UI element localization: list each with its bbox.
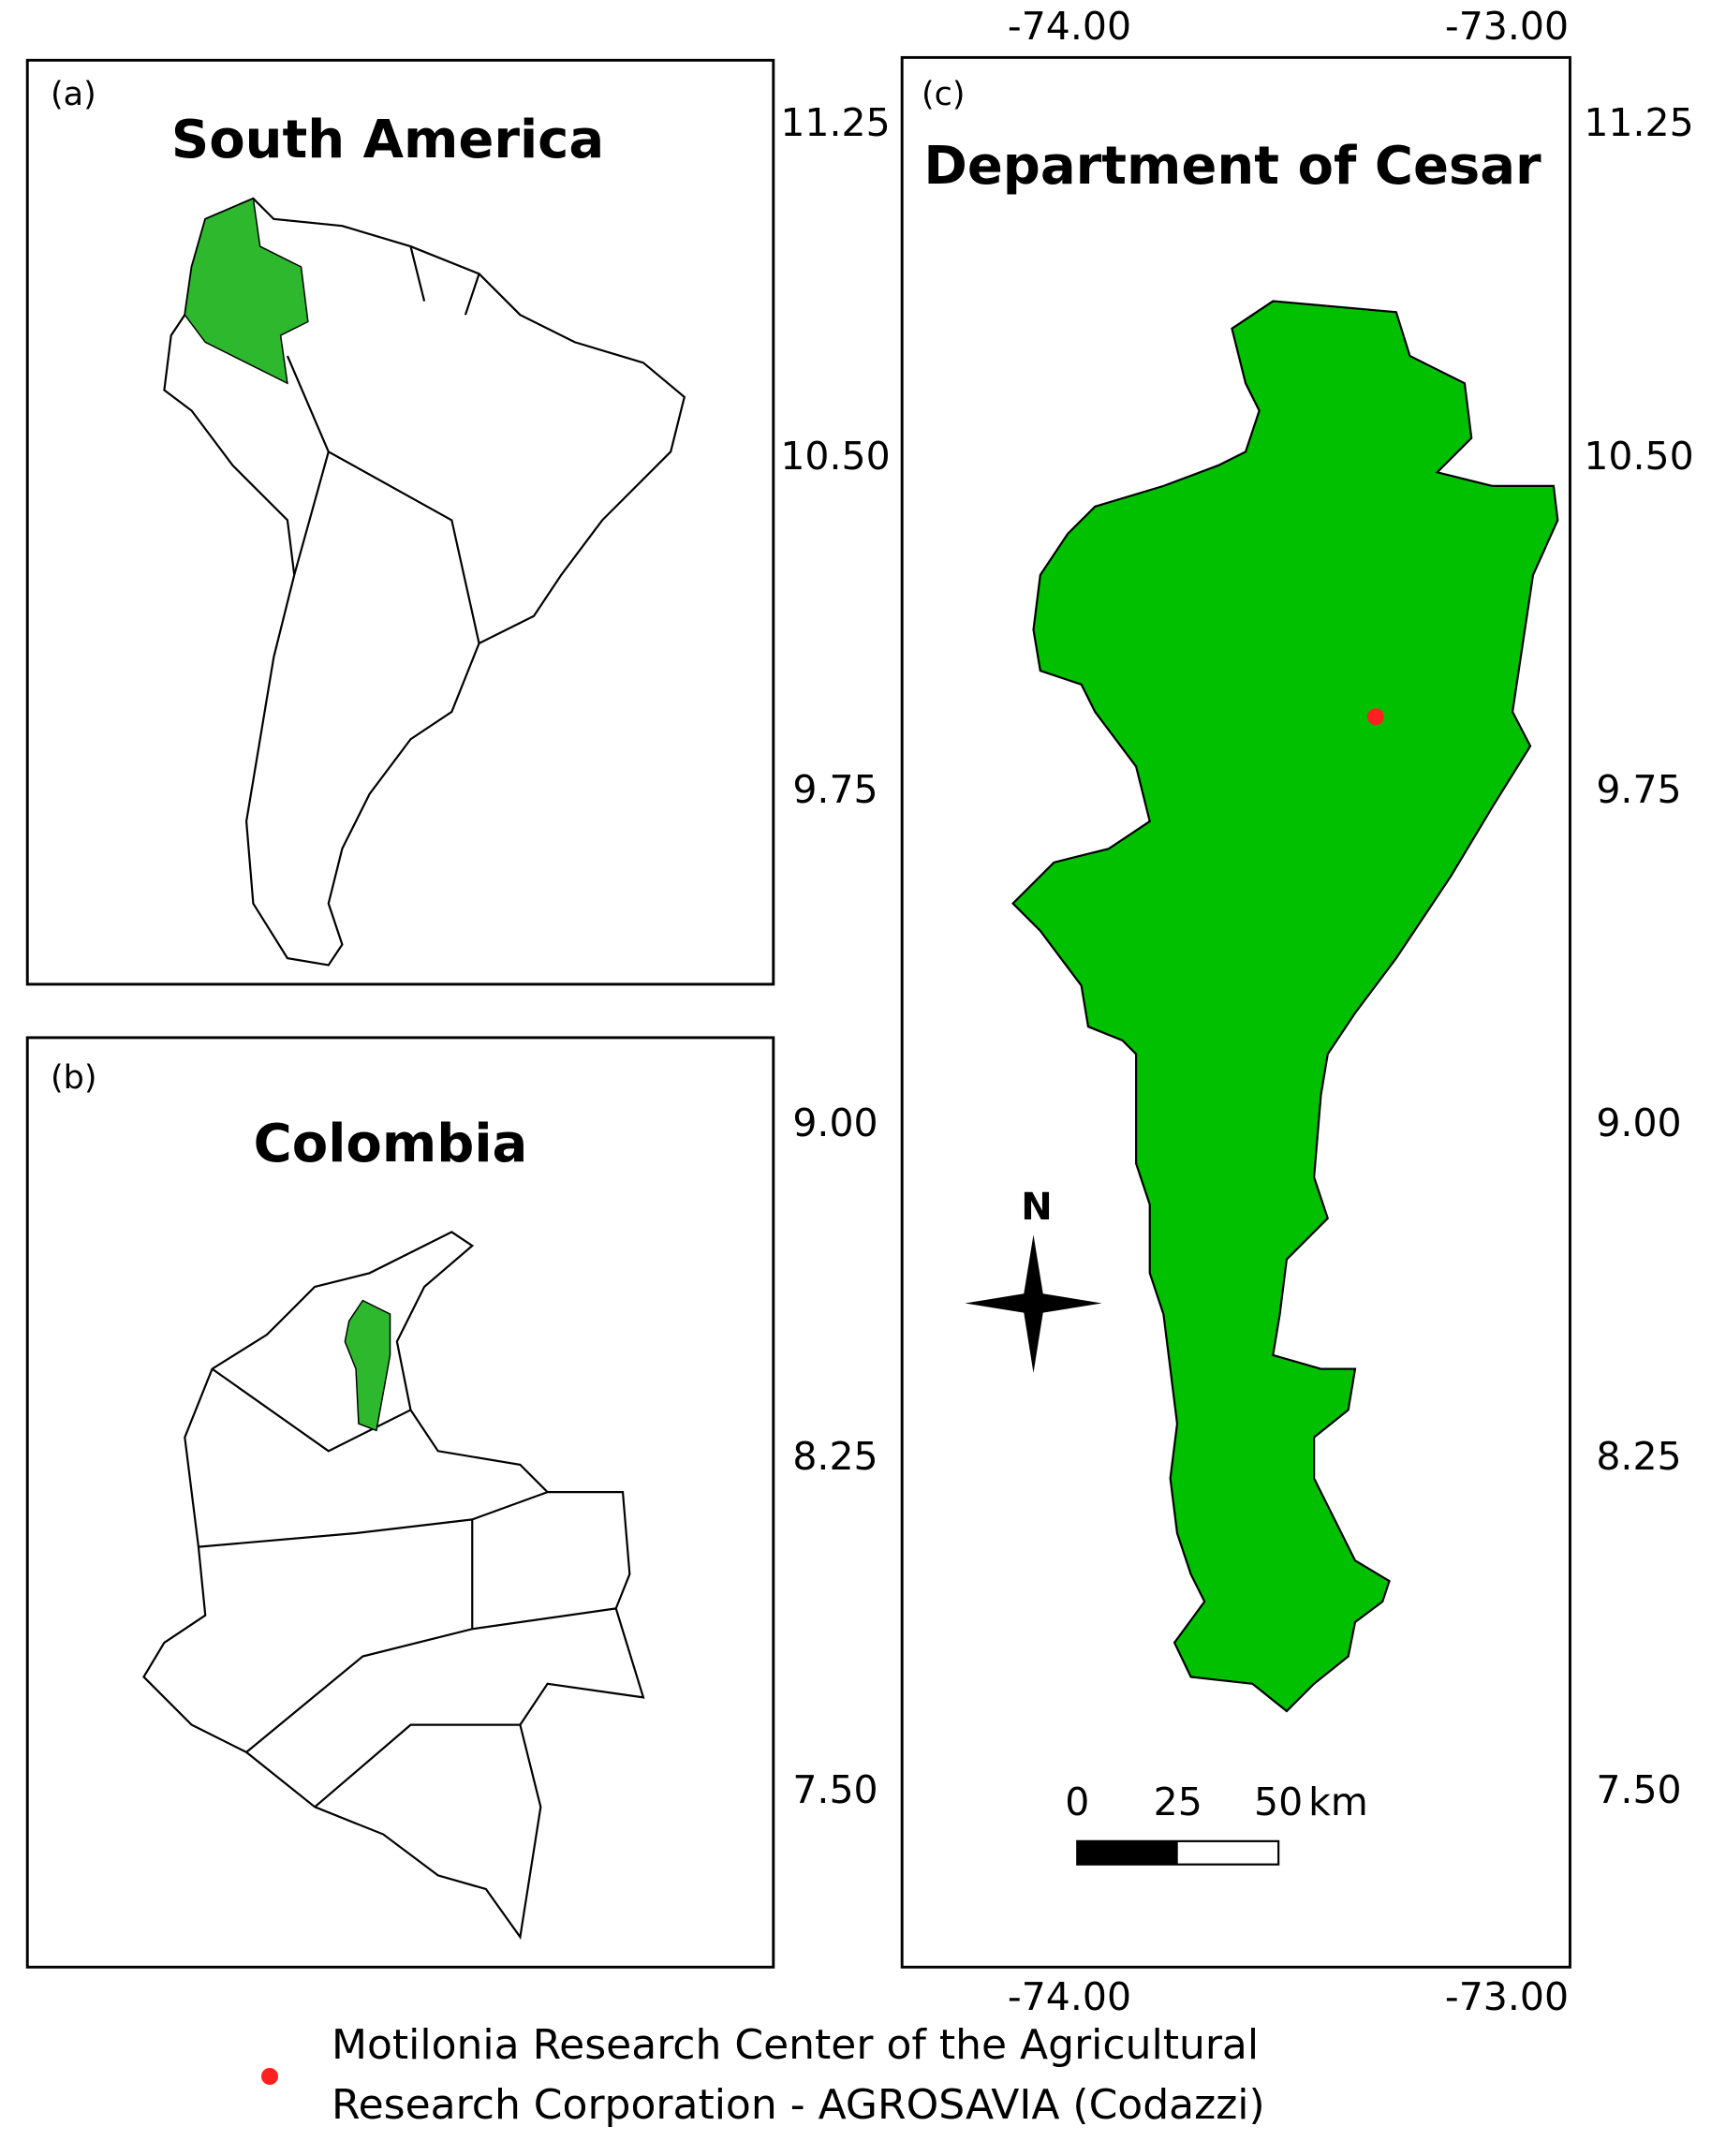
panel-label: (a) [51,76,96,113]
panel-c-frame [900,55,1571,1969]
lat-tick-label: 8.25 [1596,1434,1681,1479]
legend-marker [261,2068,278,2085]
colombia-outline [142,1231,645,1940]
lat-tick-label: 9.75 [1596,767,1681,812]
panel-title: Colombia [254,1114,528,1174]
scale-tick-label: 50 [1254,1779,1303,1824]
scale-tick-label: 0 [1065,1779,1089,1824]
lat-tick-label: 9.00 [1596,1100,1681,1145]
lon-tick-label: -73.00 [1445,4,1569,49]
lon-tick-label: -74.00 [1008,4,1131,49]
scale-bar-segment [1077,1840,1178,1865]
panel-label: (b) [51,1059,97,1097]
lat-tick-label: 9.00 [792,1100,878,1145]
lat-tick-label: 10.50 [1584,434,1693,479]
scale-unit: km [1308,1779,1368,1824]
cesar-small [344,1299,391,1432]
site-marker [1366,708,1384,726]
legend-text: Research Corporation - AGROSAVIA (Codazz… [332,2081,1265,2129]
panel-label: (c) [922,76,966,113]
lat-tick-label: 8.25 [792,1434,878,1479]
north-label: N [1021,1186,1052,1229]
panel-title: Department of Cesar [923,136,1541,197]
lon-tick-label: -73.00 [1445,1974,1569,2019]
lon-tick-label: -74.00 [1008,1974,1131,2019]
south-america-outline [163,197,686,967]
lat-tick-label: 7.50 [792,1767,878,1812]
lat-tick-label: 11.25 [780,100,890,145]
legend-text: Motilonia Research Center of the Agricul… [332,2021,1259,2069]
colombia-highlight [184,197,309,385]
lat-tick-label: 10.50 [780,434,890,479]
map-layer [25,55,1571,1969]
lat-tick-label: 9.75 [792,767,878,812]
scale-tick-label: 25 [1154,1779,1202,1824]
panel-a-frame [25,58,775,986]
panel-title: South America [171,110,604,170]
lat-tick-label: 7.50 [1596,1767,1681,1812]
lat-tick-label: 11.25 [1584,100,1693,145]
cesar-map [1011,300,1559,1713]
panel-b-frame [25,1036,775,1969]
north-arrow [965,1234,1102,1373]
